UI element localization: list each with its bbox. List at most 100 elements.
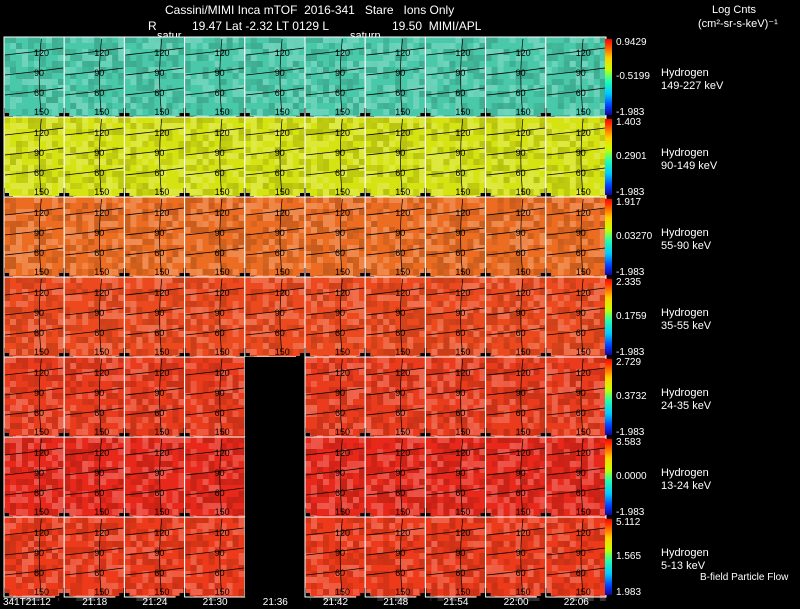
noise-pixel [286, 245, 293, 251]
noise-pixel [46, 411, 52, 417]
noise-pixel [317, 123, 323, 129]
noise-pixel [10, 103, 16, 109]
noise-pixel [268, 233, 275, 239]
noise-pixel [539, 239, 546, 245]
noise-pixel [214, 325, 221, 331]
noise-pixel [599, 61, 606, 67]
noise-pixel [46, 73, 52, 79]
noise-pixel [305, 141, 311, 147]
noise-pixel [353, 73, 359, 79]
noise-pixel [172, 43, 179, 49]
noise-pixel [563, 375, 570, 381]
noise-pixel [485, 85, 492, 91]
noise-pixel [437, 147, 444, 153]
noise-pixel [407, 429, 414, 435]
noise-pixel [509, 73, 516, 79]
noise-pixel [64, 61, 71, 67]
noise-pixel [407, 417, 414, 423]
noise-pixel [106, 393, 113, 399]
noise-pixel [238, 49, 245, 55]
noise-pixel [425, 289, 432, 295]
noise-pixel [154, 331, 161, 337]
noise-pixel [461, 67, 468, 73]
heatmap-cell [244, 357, 305, 437]
noise-pixel [341, 313, 347, 319]
noise-pixel [166, 429, 173, 435]
contour-label: 90 [335, 228, 345, 238]
noise-pixel [40, 277, 46, 283]
noise-pixel [142, 129, 149, 135]
noise-pixel [305, 369, 311, 375]
contour-label: 120 [215, 48, 230, 58]
contour-line [426, 47, 485, 56]
noise-pixel [10, 263, 16, 269]
noise-pixel [46, 393, 52, 399]
noise-pixel [4, 387, 10, 393]
noise-pixel [292, 233, 299, 239]
noise-pixel [172, 55, 179, 61]
noise-pixel [551, 399, 558, 405]
noise-pixel [467, 423, 474, 429]
noise-pixel [274, 313, 281, 319]
contour-label: 150 [576, 187, 591, 197]
noise-pixel [208, 429, 215, 435]
noise-pixel [88, 189, 95, 195]
noise-pixel [76, 183, 83, 189]
noise-pixel [383, 423, 390, 429]
noise-pixel [160, 43, 167, 49]
noise-pixel [467, 109, 474, 115]
noise-pixel [575, 375, 582, 381]
noise-pixel [533, 405, 540, 411]
noise-pixel [46, 159, 52, 165]
noise-pixel [401, 269, 408, 275]
noise-pixel [124, 369, 131, 375]
noise-pixel [353, 363, 359, 369]
cell-background [184, 37, 245, 117]
noise-pixel [539, 319, 546, 325]
noise-pixel [184, 97, 191, 103]
noise-pixel [557, 103, 564, 109]
contour-label: 60 [275, 168, 285, 178]
noise-pixel [431, 387, 438, 393]
noise-pixel [4, 417, 10, 423]
noise-pixel [190, 183, 197, 189]
noise-pixel [34, 123, 40, 129]
noise-pixel [479, 257, 486, 263]
noise-pixel [521, 233, 528, 239]
noise-pixel [172, 49, 179, 55]
noise-pixel [22, 141, 28, 147]
noise-pixel [70, 49, 77, 55]
noise-pixel [305, 289, 311, 295]
noise-pixel [262, 337, 269, 343]
noise-pixel [286, 37, 293, 43]
noise-pixel [521, 183, 528, 189]
noise-pixel [575, 295, 582, 301]
noise-pixel [401, 331, 408, 337]
contour-label: 90 [395, 228, 405, 238]
noise-pixel [88, 135, 95, 141]
noise-pixel [443, 221, 450, 227]
noise-pixel [359, 171, 365, 177]
noise-pixel [335, 227, 341, 233]
noise-pixel [196, 49, 203, 55]
noise-pixel [443, 349, 450, 355]
noise-pixel [166, 209, 173, 215]
contour-label: 120 [34, 368, 49, 378]
noise-pixel [317, 79, 323, 85]
noise-pixel [292, 215, 299, 221]
noise-pixel [347, 177, 353, 183]
noise-pixel [317, 251, 323, 257]
noise-pixel [202, 203, 209, 209]
noise-pixel [202, 67, 209, 73]
noise-pixel [371, 289, 378, 295]
noise-pixel [533, 215, 540, 221]
noise-pixel [431, 189, 438, 195]
noise-pixel [250, 61, 257, 67]
noise-pixel [16, 233, 22, 239]
noise-pixel [298, 73, 305, 79]
noise-pixel [10, 393, 16, 399]
noise-pixel [593, 37, 600, 43]
noise-pixel [34, 245, 40, 251]
noise-pixel [425, 85, 432, 91]
noise-pixel [527, 393, 534, 399]
